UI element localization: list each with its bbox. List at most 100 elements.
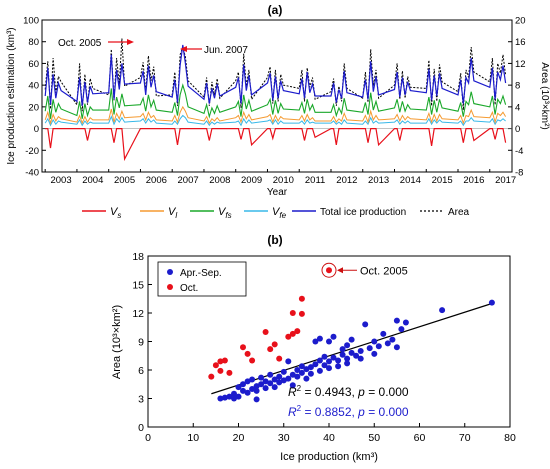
point-aprsep <box>380 330 387 337</box>
point-aprsep <box>326 338 332 345</box>
annotation-jun-2007: Jun. 2007 <box>204 45 248 56</box>
legend-item-vs: Vs <box>82 206 121 220</box>
point-aprsep <box>335 357 342 364</box>
point-oct <box>244 350 251 357</box>
panel-a-label: (a) <box>268 3 283 17</box>
panel-a-x-tick-label: 2007 <box>178 175 199 186</box>
point-aprsep <box>357 355 364 362</box>
point-aprsep <box>231 395 237 402</box>
panel-b-y-tick-label: 3 <box>138 394 144 406</box>
panel-b-legend: Apr.-Sep. Oct. <box>157 261 247 297</box>
point-oct <box>217 367 224 374</box>
point-aprsep <box>307 364 314 371</box>
panel-a-x-tick-label: 2009 <box>241 175 262 186</box>
panel-b-y-tick-label: 12 <box>132 308 144 320</box>
point-aprsep <box>249 376 256 383</box>
series-total-line <box>44 44 507 106</box>
annotation-jun-2007-arrowhead <box>180 46 187 52</box>
panel-a-y-tick-label: 0 <box>34 124 39 135</box>
point-aprsep <box>362 321 369 328</box>
point-aprsep <box>366 345 373 352</box>
panel-b-label: (b) <box>267 233 282 247</box>
panel-a-y-tick-label: 40 <box>28 81 39 92</box>
panel-a-plot-frame <box>41 19 513 173</box>
series-vfe-line <box>44 114 506 127</box>
point-oct <box>226 369 233 376</box>
panel-b-y-tick-label: 18 <box>132 251 144 263</box>
point-oct <box>221 357 228 364</box>
point-aprsep <box>235 393 242 400</box>
point-aprsep <box>312 361 319 368</box>
point-aprsep <box>316 335 323 342</box>
point-aprsep <box>289 382 296 389</box>
panel-b-y-tick-label: 9 <box>138 337 144 349</box>
panel-b-y-axis: 0 3 6 9 12 15 18 <box>132 251 152 434</box>
point-oct <box>208 373 215 380</box>
point-aprsep <box>235 384 242 391</box>
legend-item-area: Area <box>420 207 470 218</box>
svg-text:Vs: Vs <box>110 206 121 220</box>
point-oct <box>298 295 305 302</box>
point-aprsep <box>335 363 342 370</box>
oct-2005-highlight-circle <box>321 262 337 278</box>
panel-b-y-tick-label: 6 <box>138 365 144 377</box>
svg-text:Area: Area <box>448 207 470 218</box>
panel-b-x-tick-label: 0 <box>145 432 151 444</box>
point-aprsep <box>384 340 391 347</box>
point-aprsep <box>285 358 292 365</box>
legend-label-aprsep: Apr.-Sep. <box>180 268 222 279</box>
panel-a-y-tick-label: -20 <box>25 146 39 157</box>
point-aprsep <box>303 375 310 382</box>
point-aprsep <box>271 376 278 383</box>
stats-all: R2 = 0.4943, p = 0.000 <box>288 384 409 399</box>
point-aprsep <box>439 307 446 314</box>
point-oct <box>212 362 219 369</box>
point-aprsep <box>398 326 405 333</box>
point-aprsep <box>298 363 305 370</box>
series-vs-line <box>45 128 507 162</box>
panel-b-y-axis-title: Area (10³×km²) <box>111 305 123 379</box>
panel-a-y2-tick-label: 16 <box>515 37 526 48</box>
point-aprsep <box>316 367 323 374</box>
point-aprsep <box>357 348 364 354</box>
point-aprsep <box>353 352 360 359</box>
panel-a-y2-tick-label: 20 <box>515 16 526 27</box>
point-aprsep <box>375 343 382 350</box>
point-oct <box>289 330 296 337</box>
point-oct <box>276 355 283 362</box>
legend-item-vfs: Vfs <box>190 206 232 220</box>
panel-b-scatter-chart: (b) 0 3 6 9 12 15 18 0 10 20 30 40 50 60 70 80 Area (1… <box>111 233 516 463</box>
point-aprsep <box>348 336 355 343</box>
point-aprsep <box>240 381 246 388</box>
legend-item-total: Total ice production <box>292 207 406 218</box>
panel-a-x-tick-label: 2016 <box>463 175 484 186</box>
annotation-oct-2005-arrowhead <box>127 39 134 45</box>
point-oct <box>294 328 301 335</box>
point-oct <box>262 329 269 335</box>
panel-b-y-tick-label: 15 <box>132 280 144 292</box>
point-aprsep <box>271 384 278 391</box>
panel-a-x-tick-label: 2005 <box>114 175 135 186</box>
oct-2005-annotation-arrowhead <box>337 267 343 274</box>
point-aprsep <box>330 354 337 361</box>
panel-a-x-axis: 2003 2004 2005 2006 2007 2008 2009 2010 2011 2012… <box>44 169 516 186</box>
point-aprsep <box>339 346 346 353</box>
legend-marker-oct <box>167 284 173 290</box>
point-aprsep <box>303 366 310 373</box>
panel-a-x-tick-label: 2011 <box>305 175 325 186</box>
panel-a-y2-tick-label: 4 <box>515 102 520 113</box>
point-oct <box>271 341 278 348</box>
point-aprsep <box>393 344 400 351</box>
point-aprsep <box>253 383 260 390</box>
panel-b-x-tick-label: 70 <box>459 432 471 444</box>
panel-a-y-tick-label: 60 <box>28 59 39 70</box>
point-aprsep <box>339 351 346 358</box>
legend-item-vi: Vl <box>140 206 177 220</box>
panel-b-x-tick-label: 80 <box>504 432 516 444</box>
stats-aprsep: R2 = 0.8852, p = 0.000 <box>288 404 409 419</box>
point-aprsep <box>240 387 246 394</box>
panel-a-x-tick-label: 2006 <box>146 175 167 186</box>
oct-2005-annotation-label: Oct. 2005 <box>360 265 408 277</box>
point-oct <box>289 310 296 316</box>
panel-a-y2-axis: -8 -4 0 4 8 12 16 20 <box>508 16 526 179</box>
